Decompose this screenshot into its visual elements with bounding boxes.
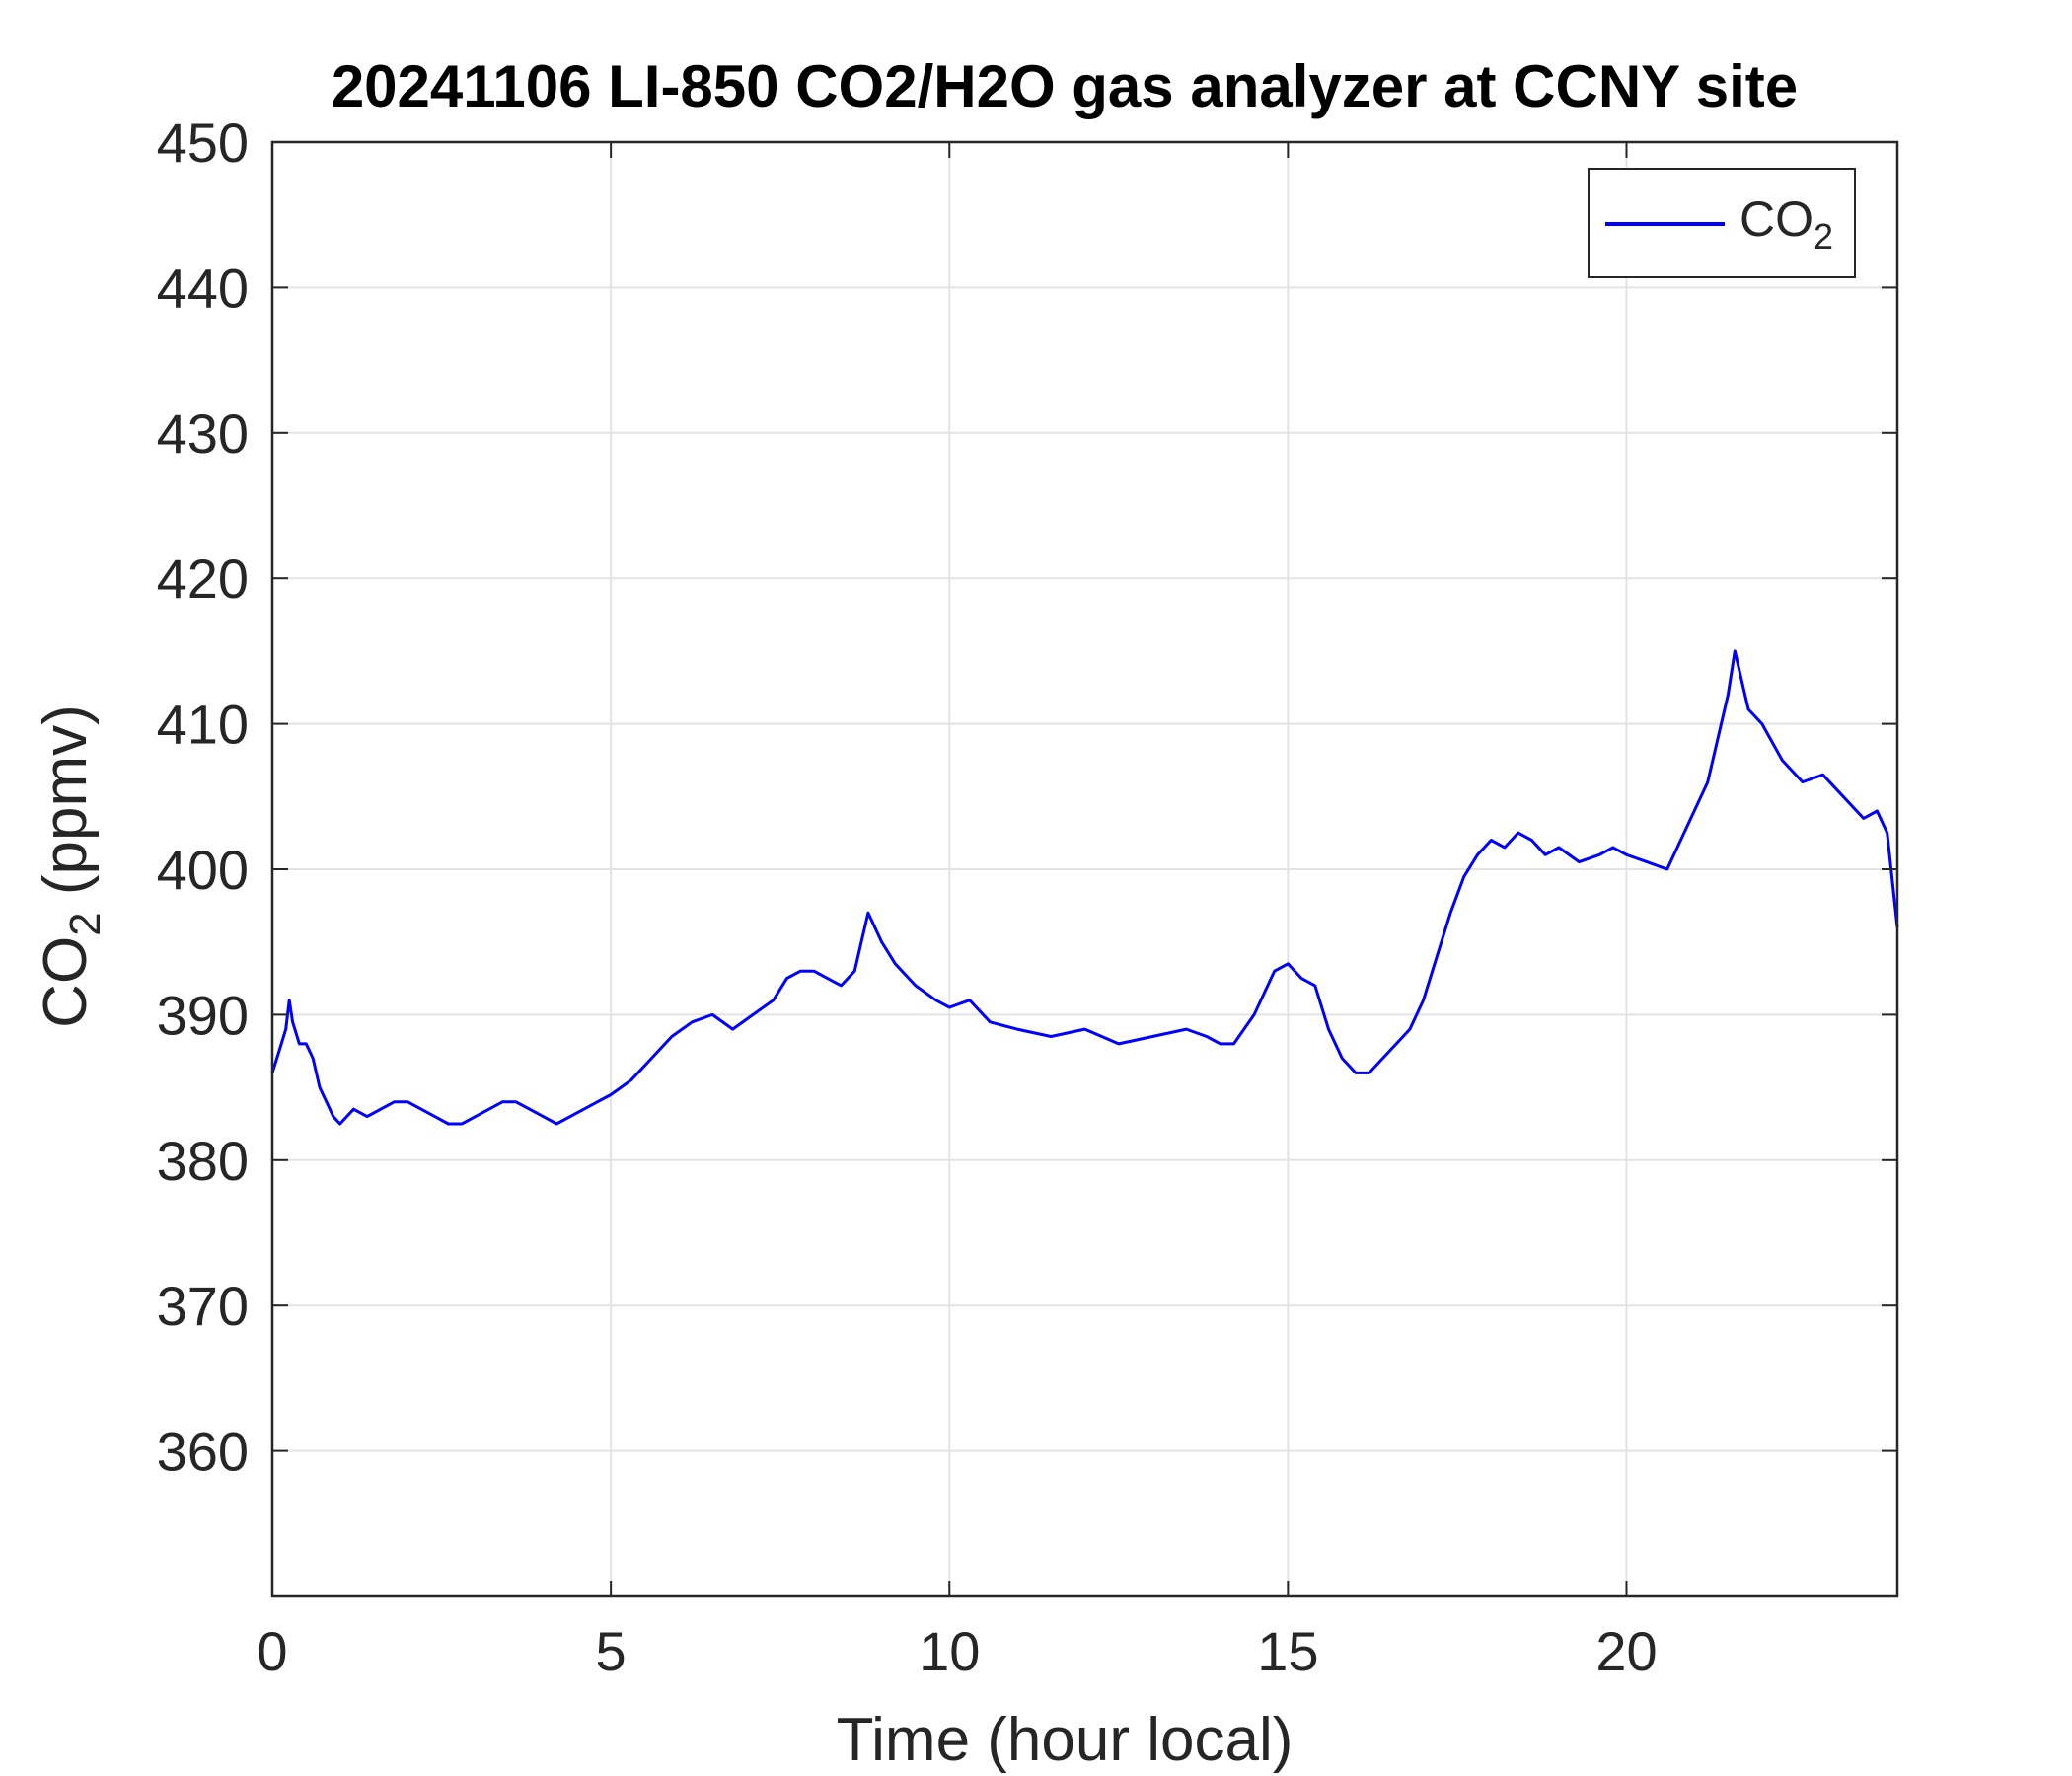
x-tick-label: 5	[596, 1620, 627, 1682]
x-tick-label: 0	[257, 1620, 287, 1682]
series-layer	[270, 649, 1899, 1126]
y-tick-label: 370	[157, 1275, 249, 1337]
y-tick-label: 430	[157, 403, 249, 465]
y-tick-label: 450	[157, 111, 249, 174]
y-axis-label-main: CO	[32, 936, 100, 1028]
y-tick-label: 390	[157, 984, 249, 1046]
x-tick-label: 10	[919, 1620, 980, 1682]
y-tick-label: 400	[157, 839, 249, 901]
x-axis-label: Time (hour local)	[837, 1706, 1294, 1774]
y-axis-label-subscript: 2	[61, 912, 110, 935]
y-tick-label: 380	[157, 1130, 249, 1192]
y-tick-label: 410	[157, 694, 249, 756]
x-tick-label: 20	[1595, 1620, 1657, 1682]
legend-label-main: CO	[1739, 191, 1813, 247]
y-tick-label: 360	[157, 1421, 249, 1483]
y-tick-labels: 360 370 380 390 400 410 420 430 440 450	[157, 111, 249, 1483]
legend: CO2	[1588, 168, 1856, 278]
grid	[272, 142, 1897, 1596]
x-tick-labels: 0 5 10 15 20	[257, 1620, 1657, 1682]
chart-title: 20241106 LI-850 CO2/H2O gas analyzer at …	[332, 53, 1798, 119]
series-line-co2	[270, 649, 1899, 1126]
legend-label-co2: CO2	[1739, 191, 1833, 257]
axis-ticks	[271, 141, 1897, 1596]
y-tick-label: 420	[157, 548, 249, 610]
x-tick-label: 15	[1257, 1620, 1318, 1682]
y-axis-label: CO2 (ppmv)	[32, 704, 110, 1028]
legend-label-subscript: 2	[1813, 216, 1833, 257]
y-tick-label: 440	[157, 257, 249, 319]
y-axis-label-suffix: (ppmv)	[32, 704, 100, 912]
